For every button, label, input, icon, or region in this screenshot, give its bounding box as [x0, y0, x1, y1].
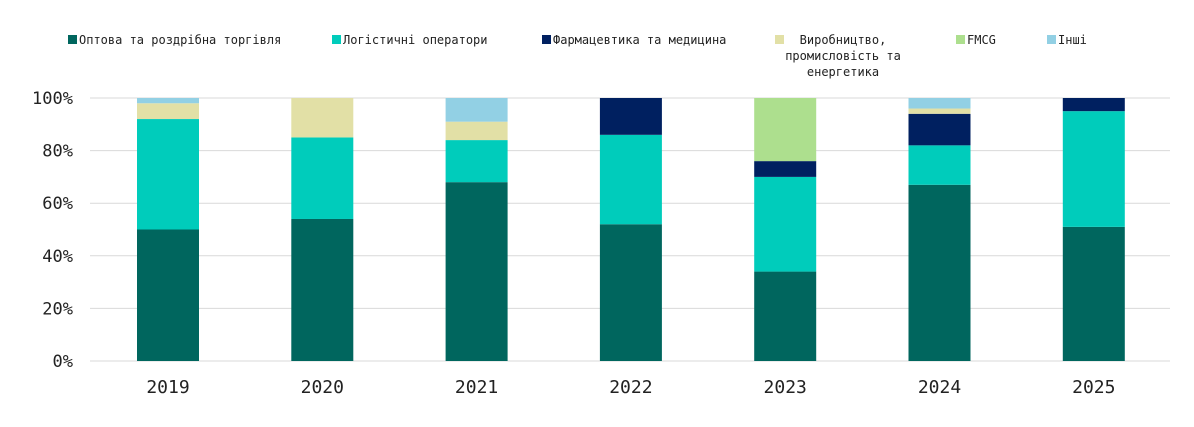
legend-label: FMCG — [967, 33, 996, 47]
y-tick-label: 0% — [53, 352, 73, 372]
legend-item: Виробництво, промисловість та енергетика — [775, 33, 901, 79]
y-tick-label: 60% — [42, 194, 73, 214]
y-tick-label: 80% — [42, 142, 73, 162]
bar-segment — [1062, 111, 1125, 227]
bar-segment — [445, 121, 508, 141]
bar-stack-2022 — [599, 98, 662, 361]
legend-label: Фармацевтика та медицина — [553, 33, 726, 47]
x-tick-label: 2019 — [146, 377, 189, 398]
y-axis: 0% 20% 40% 60% 80% 100% — [32, 89, 73, 372]
bar-segment — [137, 98, 199, 104]
bar-segment — [754, 98, 817, 162]
bar-segment — [137, 119, 199, 230]
bar-segment — [908, 184, 971, 361]
y-tick-label: 40% — [42, 247, 73, 267]
bar-stack-2020 — [291, 98, 354, 361]
legend-swatch — [68, 35, 77, 44]
bar-segment — [754, 161, 817, 177]
bar-segment — [137, 103, 199, 120]
bar-segment — [908, 98, 971, 109]
bar-segment — [599, 224, 662, 361]
legend-label: Оптова та роздрібна торгівля — [79, 33, 281, 47]
bar-segment — [445, 182, 508, 361]
bar-segment — [291, 218, 354, 361]
legend-label: Логістичні оператори — [343, 33, 488, 47]
legend-swatch — [956, 35, 965, 44]
x-axis: 2019 2020 2021 2022 2023 2024 2025 — [146, 377, 1115, 398]
legend-swatch — [775, 35, 784, 44]
legend-label: Виробництво, — [800, 33, 887, 47]
y-tick-label: 20% — [42, 299, 73, 319]
bars — [137, 98, 1125, 361]
legend-item: FMCG — [956, 33, 996, 47]
bar-stack-2023 — [754, 98, 817, 361]
bar-segment — [1062, 226, 1125, 361]
bar-segment — [908, 145, 971, 185]
bar-segment — [137, 229, 199, 361]
bar-stack-2024 — [908, 98, 971, 361]
legend-swatch — [332, 35, 341, 44]
bar-segment — [599, 98, 662, 135]
bar-segment — [908, 108, 971, 114]
bar-segment — [445, 140, 508, 183]
x-tick-label: 2022 — [609, 377, 652, 398]
bar-segment — [754, 176, 817, 272]
bar-stack-2021 — [445, 98, 508, 361]
legend: Оптова та роздрібна торгівля Логістичні о… — [68, 33, 1087, 79]
y-tick-label: 100% — [32, 89, 73, 109]
legend-swatch — [542, 35, 551, 44]
x-tick-label: 2020 — [301, 377, 344, 398]
bar-stack-2019 — [137, 98, 199, 361]
x-tick-label: 2021 — [455, 377, 498, 398]
legend-item: Фармацевтика та медицина — [542, 33, 726, 47]
legend-item: Оптова та роздрібна торгівля — [68, 33, 281, 47]
legend-label: Інші — [1058, 33, 1087, 47]
legend-item: Логістичні оператори — [332, 33, 488, 47]
bar-segment — [754, 271, 817, 361]
legend-label: промисловість та — [785, 49, 901, 63]
bar-segment — [599, 134, 662, 225]
bar-segment — [445, 98, 508, 122]
x-tick-label: 2023 — [764, 377, 807, 398]
x-tick-label: 2025 — [1072, 377, 1115, 398]
bar-segment — [908, 113, 971, 146]
legend-swatch — [1047, 35, 1056, 44]
bar-stack-2025 — [1062, 98, 1125, 361]
bar-segment — [291, 137, 354, 219]
x-tick-label: 2024 — [918, 377, 961, 398]
bar-segment — [291, 98, 354, 138]
legend-label: енергетика — [807, 65, 879, 79]
legend-item: Інші — [1047, 33, 1087, 47]
bar-segment — [1062, 98, 1125, 112]
